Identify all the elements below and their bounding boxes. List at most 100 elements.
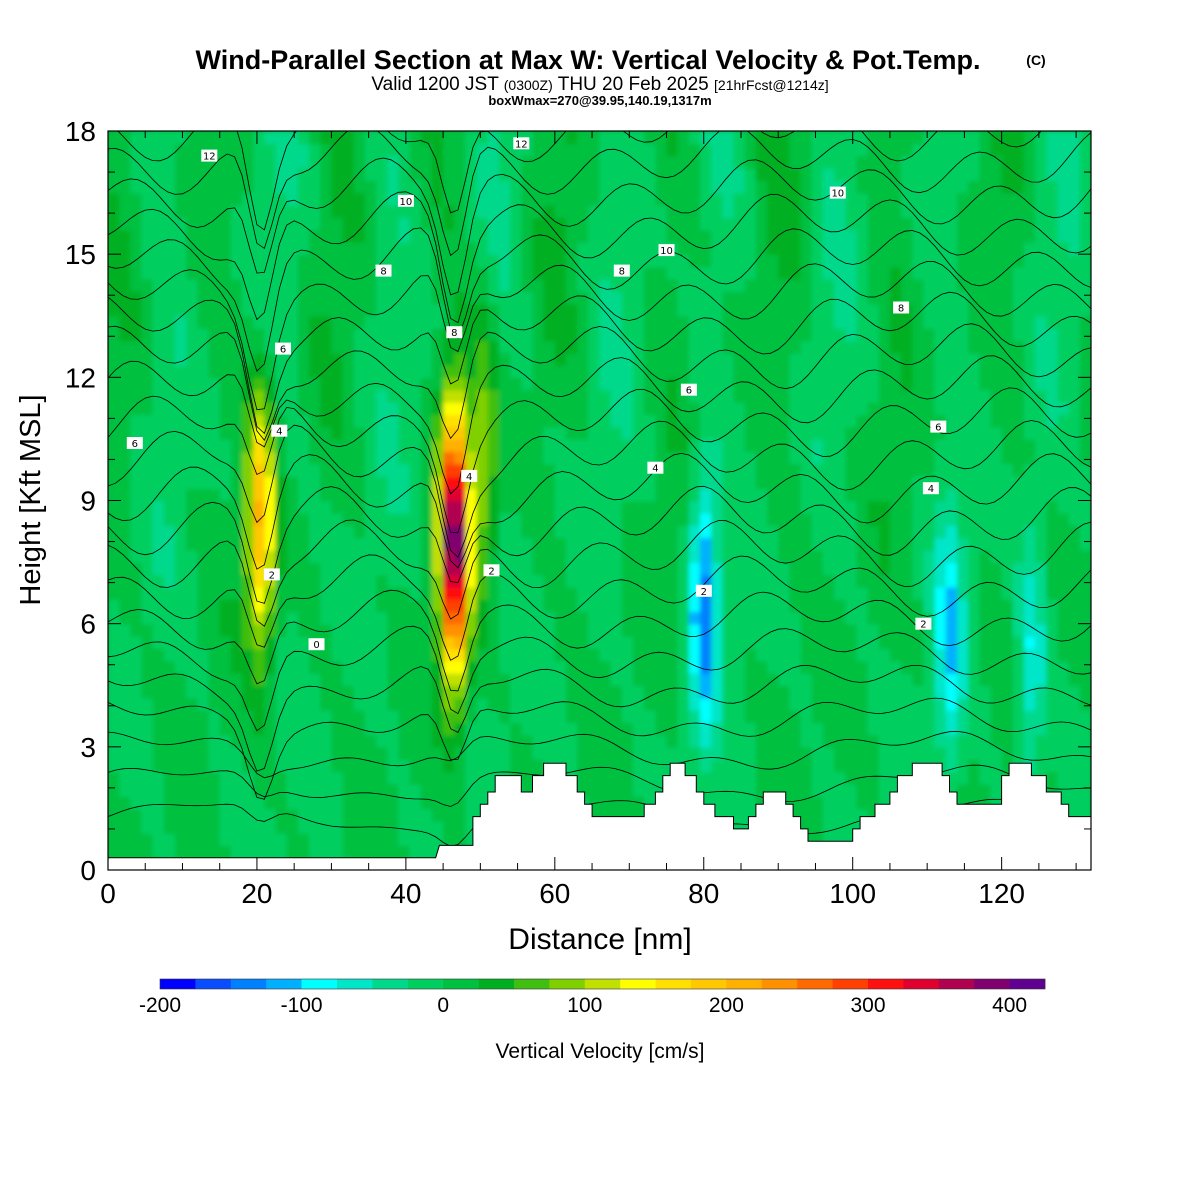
velocity-cell [778,143,791,157]
velocity-cell [923,278,936,292]
velocity-cell [800,759,813,773]
velocity-cell [230,143,243,157]
velocity-cell [945,352,958,366]
velocity-cell [420,340,433,354]
velocity-cell [219,648,232,662]
velocity-cell [577,722,590,736]
velocity-cell [677,217,690,231]
velocity-cell [331,500,344,514]
velocity-cell [353,833,366,847]
velocity-cell [175,648,187,662]
velocity-cell [242,685,254,699]
velocity-cell [264,685,277,699]
velocity-cell [957,525,969,539]
velocity-cell [364,562,377,576]
velocity-cell [208,611,221,625]
velocity-cell [778,426,791,440]
velocity-cell [521,648,534,662]
velocity-cell [923,697,936,711]
velocity-cell [554,500,567,514]
velocity-cell [286,709,299,723]
velocity-cell [912,562,925,576]
velocity-cell [878,771,891,785]
velocity-cell [342,229,355,243]
velocity-cell [767,204,780,218]
velocity-cell [130,685,143,699]
velocity-cell [923,204,936,218]
velocity-cell [979,611,992,625]
velocity-cell [711,709,724,723]
velocity-cell [331,192,344,206]
velocity-cell [633,414,645,428]
velocity-cell [677,746,690,760]
velocity-cell [510,525,523,539]
velocity-cell [1001,414,1014,428]
velocity-cell [242,204,254,218]
velocity-cell [566,660,578,674]
velocity-cell [208,648,221,662]
velocity-cell [811,574,824,588]
velocity-cell [309,438,322,452]
velocity-cell [320,574,333,588]
velocity-cell [990,500,1003,514]
velocity-cell [1012,241,1025,255]
velocity-cell [1001,167,1014,181]
velocity-cell [130,365,143,379]
velocity-cell [286,500,299,514]
velocity-cell [711,451,724,465]
velocity-cell [722,500,735,514]
velocity-cell [968,389,981,403]
velocity-cell [878,734,891,748]
velocity-cell [923,512,936,526]
velocity-cell [387,648,400,662]
velocity-cell [543,365,556,379]
velocity-cell [912,241,925,255]
velocity-cell [633,525,645,539]
velocity-cell [532,426,545,440]
velocity-cell [979,623,992,637]
velocity-cell [566,734,578,748]
velocity-cell [845,155,858,169]
velocity-cell [711,180,724,194]
velocity-cell [856,217,869,231]
velocity-cell [353,488,366,502]
velocity-cell [275,328,288,342]
velocity-cell [499,389,511,403]
velocity-cell [778,586,791,600]
velocity-cell [688,537,701,551]
velocity-cell [409,303,422,317]
velocity-cell [152,783,165,797]
velocity-cell [677,402,690,416]
velocity-cell [655,438,668,452]
velocity-cell [208,549,221,563]
velocity-cell [834,475,847,489]
velocity-cell [163,709,176,723]
velocity-cell [454,131,467,145]
velocity-cell [163,759,176,773]
velocity-cell [945,340,958,354]
velocity-cell [957,475,969,489]
velocity-cell [275,402,288,416]
velocity-cell [454,623,467,637]
velocity-cell [219,820,232,834]
velocity-cell [1001,291,1014,305]
velocity-cell [677,512,690,526]
velocity-cell [186,636,199,650]
velocity-cell [532,229,545,243]
velocity-cell [901,672,914,686]
velocity-cell [633,660,645,674]
velocity-cell [923,549,936,563]
velocity-cell [610,451,623,465]
velocity-cell [353,340,366,354]
velocity-cell [387,500,400,514]
velocity-cell [700,611,712,625]
velocity-cell [543,672,556,686]
velocity-cell [923,192,936,206]
velocity-cell [119,734,132,748]
velocity-cell [487,180,500,194]
velocity-cell [431,352,444,366]
velocity-cell [621,155,634,169]
velocity-cell [309,525,322,539]
velocity-cell [163,796,176,810]
velocity-cell [599,660,612,674]
